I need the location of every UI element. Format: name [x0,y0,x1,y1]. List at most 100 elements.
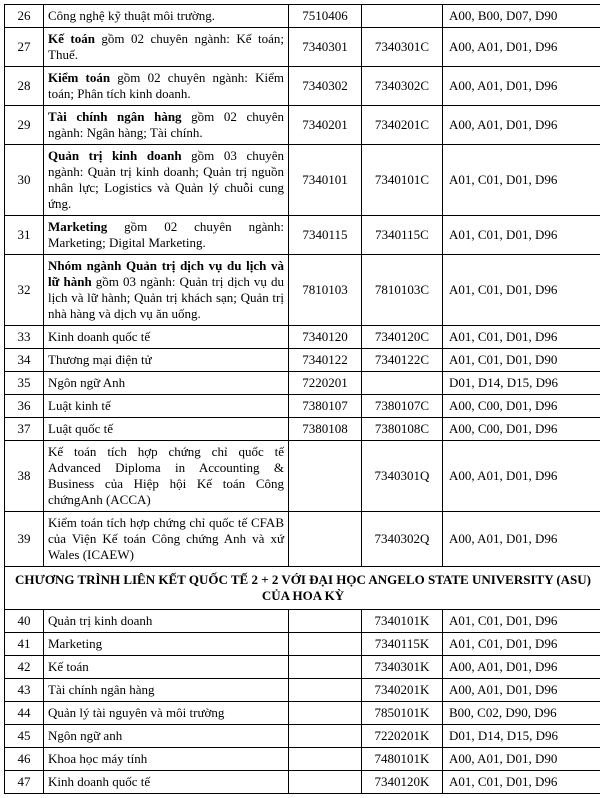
table-row: 45Ngôn ngữ anh7220201KD01, D14, D15, D96 [5,725,600,748]
program-code-2: 7810103C [362,255,443,326]
row-number: 28 [5,67,44,106]
program-code-2: 7340301K [362,656,443,679]
program-code-2: 7340101K [362,610,443,633]
subject-combination: A01, C01, D01, D90 [443,349,600,372]
program-name: Marketing gồm 02 chuyên ngành: Marketing… [44,216,289,255]
subject-combination: A01, C01, D01, D96 [443,610,600,633]
program-code-2: 7340122C [362,349,443,372]
program-code-2: 7340301C [362,28,443,67]
table-row: 47Kinh doanh quốc tế7340120KA01, C01, D0… [5,771,600,794]
program-code-1: 7340302 [289,67,362,106]
program-code-2: 7340120K [362,771,443,794]
subject-combination: A00, A01, D01, D96 [443,512,600,567]
program-code-2 [362,372,443,395]
table-row: 37Luật quốc tế73801087380108CA00, C00, D… [5,418,600,441]
program-code-1: 7380108 [289,418,362,441]
program-code-2: 7850101K [362,702,443,725]
subject-combination: A01, C01, D01, D96 [443,326,600,349]
program-code-1 [289,702,362,725]
row-number: 38 [5,441,44,512]
program-name: Quản lý tài nguyên và môi trường [44,702,289,725]
table-row: 33Kinh doanh quốc tế73401207340120CA01, … [5,326,600,349]
program-code-1: 7340301 [289,28,362,67]
program-name: Kinh doanh quốc tế [44,771,289,794]
program-name: Kế toán [44,656,289,679]
program-name: Ngôn ngữ anh [44,725,289,748]
program-name: Quản trị kinh doanh gồm 03 chuyên ngành:… [44,145,289,216]
row-number: 35 [5,372,44,395]
row-number: 45 [5,725,44,748]
table-row: 39Kiểm toán tích hợp chứng chỉ quốc tế C… [5,512,600,567]
program-code-2: 7380107C [362,395,443,418]
table-row: 42Kế toán7340301KA00, A01, D01, D96 [5,656,600,679]
program-code-2: 7340301Q [362,441,443,512]
table-row: 32Nhóm ngành Quản trị dịch vụ du lịch và… [5,255,600,326]
program-code-1: 7340122 [289,349,362,372]
table-row: 28Kiểm toán gồm 02 chuyên ngành: Kiểm to… [5,67,600,106]
program-code-2: 7340302C [362,67,443,106]
subject-combination: A00, A01, D01, D96 [443,28,600,67]
program-name: Tài chính ngân hàng [44,679,289,702]
program-code-1: 7340101 [289,145,362,216]
row-number: 37 [5,418,44,441]
program-code-2: 7480101K [362,748,443,771]
program-name: Kiểm toán tích hợp chứng chỉ quốc tế CFA… [44,512,289,567]
subject-combination: D01, D14, D15, D96 [443,372,600,395]
subject-combination: A00, C00, D01, D96 [443,418,600,441]
program-name: Kế toán tích hợp chứng chỉ quốc tế Advan… [44,441,289,512]
program-table: 26Công nghệ kỹ thuật môi trường.7510406A… [4,4,600,794]
program-code-2: 7340201K [362,679,443,702]
table-row: 41Marketing7340115KA01, C01, D01, D96 [5,633,600,656]
subject-combination: A00, B00, D07, D90 [443,5,600,28]
table-row: 30Quản trị kinh doanh gồm 03 chuyên ngàn… [5,145,600,216]
program-name: Công nghệ kỹ thuật môi trường. [44,5,289,28]
table-row: 29Tài chính ngân hàng gồm 02 chuyên ngàn… [5,106,600,145]
program-name: Tài chính ngân hàng gồm 02 chuyên ngành:… [44,106,289,145]
subject-combination: A01, C01, D01, D96 [443,216,600,255]
subject-combination: A00, C00, D01, D96 [443,395,600,418]
row-number: 26 [5,5,44,28]
program-code-2: 7340201C [362,106,443,145]
subject-combination: A00, A01, D01, D90 [443,748,600,771]
table-row: 43Tài chính ngân hàng7340201KA00, A01, D… [5,679,600,702]
row-number: 40 [5,610,44,633]
subject-combination: A01, C01, D01, D96 [443,145,600,216]
section-header: CHƯƠNG TRÌNH LIÊN KẾT QUỐC TẾ 2 + 2 VỚI … [5,567,600,610]
subject-combination: B00, C02, D90, D96 [443,702,600,725]
program-code-1: 7340115 [289,216,362,255]
program-code-1 [289,748,362,771]
program-name: Luật kinh tế [44,395,289,418]
program-code-1: 7340120 [289,326,362,349]
row-number: 47 [5,771,44,794]
program-code-2 [362,5,443,28]
program-code-1: 7220201 [289,372,362,395]
subject-combination: A00, A01, D01, D96 [443,679,600,702]
subject-combination: A00, A01, D01, D96 [443,106,600,145]
table-row: 27Kế toán gồm 02 chuyên ngành: Kế toán; … [5,28,600,67]
program-name: Ngôn ngữ Anh [44,372,289,395]
program-code-1 [289,610,362,633]
program-name: Luật quốc tế [44,418,289,441]
program-code-2: 7340101C [362,145,443,216]
table-row: 40Quản trị kinh doanh7340101KA01, C01, D… [5,610,600,633]
row-number: 27 [5,28,44,67]
program-code-1 [289,725,362,748]
program-code-1: 7340201 [289,106,362,145]
program-code-1: 7810103 [289,255,362,326]
row-number: 32 [5,255,44,326]
table-row: 34Thương mại điện tử73401227340122CA01, … [5,349,600,372]
row-number: 39 [5,512,44,567]
table-row: 44Quản lý tài nguyên và môi trường 785010… [5,702,600,725]
program-code-1 [289,512,362,567]
section-header-row: CHƯƠNG TRÌNH LIÊN KẾT QUỐC TẾ 2 + 2 VỚI … [5,567,600,610]
row-number: 44 [5,702,44,725]
program-name: Kiểm toán gồm 02 chuyên ngành: Kiểm toán… [44,67,289,106]
table-row: 46Khoa học máy tính7480101KA00, A01, D01… [5,748,600,771]
program-name: Thương mại điện tử [44,349,289,372]
table-row: 26Công nghệ kỹ thuật môi trường.7510406A… [5,5,600,28]
subject-combination: D01, D14, D15, D96 [443,725,600,748]
row-number: 41 [5,633,44,656]
program-name: Kế toán gồm 02 chuyên ngành: Kế toán; Th… [44,28,289,67]
program-code-2: 7340120C [362,326,443,349]
row-number: 34 [5,349,44,372]
